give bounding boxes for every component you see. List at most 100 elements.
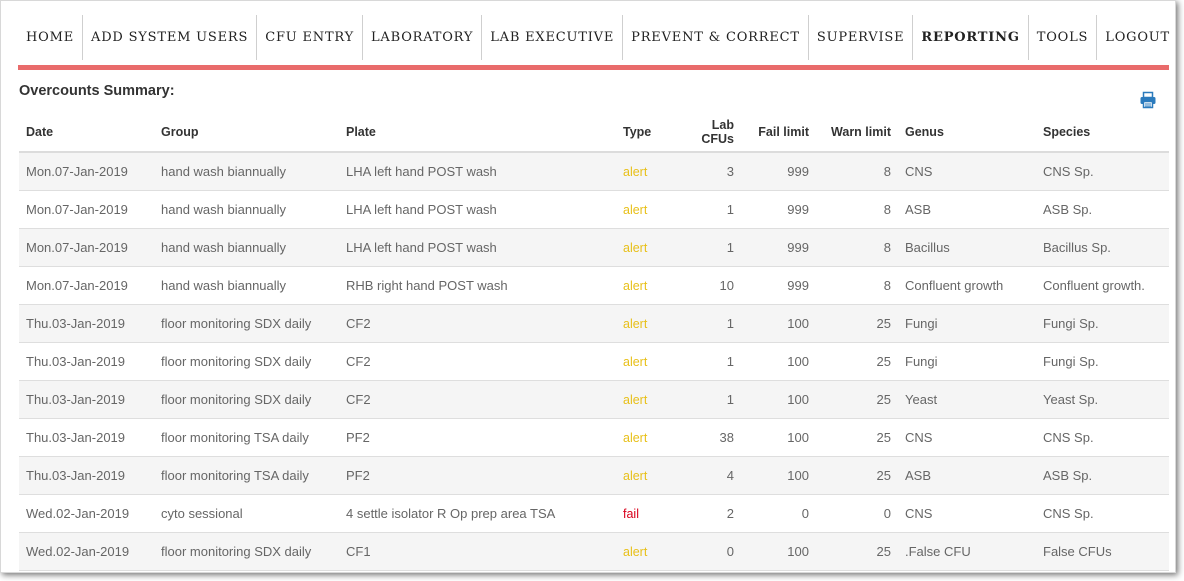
cell-lab-cfus: 1 — [671, 342, 741, 381]
nav-item-laboratory[interactable]: LABORATORY — [363, 15, 483, 60]
cell-warn-limit: 25 — [816, 380, 898, 419]
col-header-genus[interactable]: Genus — [898, 113, 1036, 153]
cell-fail-limit: 100 — [741, 380, 816, 419]
cell-genus: Fungi — [898, 304, 1036, 343]
cell-genus: Fungi — [898, 342, 1036, 381]
cell-fail-limit: 100 — [741, 342, 816, 381]
nav-item-prevent-correct[interactable]: PREVENT & CORRECT — [623, 15, 809, 60]
table-row[interactable]: Mon.07-Jan-2019 hand wash biannually LHA l… — [19, 228, 1169, 267]
cell-date: Mon.07-Jan-2019 — [19, 266, 154, 305]
cell-fail-limit: 100 — [741, 532, 816, 571]
cell-genus: CNS — [898, 494, 1036, 533]
cell-type: alert — [616, 342, 671, 381]
table-row[interactable]: Wed.02-Jan-2019 floor monitoring SDX dail… — [19, 532, 1169, 571]
cell-group: floor monitoring SDX daily — [154, 532, 339, 571]
cell-fail-limit: 100 — [741, 418, 816, 457]
cell-fail-limit: 999 — [741, 266, 816, 305]
cell-date: Thu.03-Jan-2019 — [19, 380, 154, 419]
cell-date: Mon.07-Jan-2019 — [19, 152, 154, 191]
col-header-date[interactable]: Date — [19, 113, 154, 153]
table-row[interactable]: Mon.07-Jan-2019 hand wash biannually RHB r… — [19, 266, 1169, 305]
cell-date: Wed.02-Jan-2019 — [19, 532, 154, 571]
cell-species: CNS Sp. — [1036, 418, 1169, 457]
cell-date: Wed.02-Jan-2019 — [19, 494, 154, 533]
cell-group: floor monitoring SDX daily — [154, 380, 339, 419]
col-header-group[interactable]: Group — [154, 113, 339, 153]
col-header-species[interactable]: Species — [1036, 113, 1169, 153]
table-row[interactable]: Mon.07-Jan-2019 hand wash biannually LHA l… — [19, 190, 1169, 229]
cell-type: alert — [616, 266, 671, 305]
nav-item-reporting[interactable]: REPORTING — [913, 15, 1029, 60]
nav-item-add-system-users[interactable]: ADD SYSTEM USERS — [83, 15, 258, 60]
cell-plate: CF1 — [339, 532, 616, 571]
cell-species: CNS Sp. — [1036, 152, 1169, 191]
cell-fail-limit: 999 — [741, 152, 816, 191]
col-header-type[interactable]: Type — [616, 113, 671, 153]
cell-plate: CF2 — [339, 342, 616, 381]
cell-type: alert — [616, 228, 671, 267]
cell-species: Confluent growth. — [1036, 266, 1169, 305]
cell-genus: Bacillus — [898, 228, 1036, 267]
cell-lab-cfus: 2 — [671, 494, 741, 533]
cell-genus: CNS — [898, 418, 1036, 457]
table-row[interactable]: Thu.03-Jan-2019 floor monitoring TSA dail… — [19, 456, 1169, 495]
cell-genus: ASB — [898, 456, 1036, 495]
cell-group: floor monitoring SDX daily — [154, 342, 339, 381]
table-row[interactable]: Thu.03-Jan-2019 floor monitoring SDX dail… — [19, 304, 1169, 343]
cell-genus: Confluent growth — [898, 266, 1036, 305]
cell-species: Yeast Sp. — [1036, 380, 1169, 419]
cell-genus: .False CFU — [898, 532, 1036, 571]
cell-group: hand wash biannually — [154, 190, 339, 229]
cell-date: Mon.07-Jan-2019 — [19, 190, 154, 229]
nav-item-tools[interactable]: TOOLS — [1029, 15, 1098, 60]
cell-fail-limit: 0 — [741, 494, 816, 533]
cell-fail-limit: 999 — [741, 190, 816, 229]
cell-species: False CFUs — [1036, 532, 1169, 571]
cell-warn-limit: 25 — [816, 304, 898, 343]
cell-fail-limit: 100 — [741, 456, 816, 495]
cell-type: fail — [616, 494, 671, 533]
cell-group: hand wash biannually — [154, 228, 339, 267]
cell-lab-cfus: 1 — [671, 380, 741, 419]
table-row[interactable]: Thu.03-Jan-2019 floor monitoring TSA dail… — [19, 418, 1169, 457]
cell-warn-limit: 25 — [816, 418, 898, 457]
nav-item-logout[interactable]: LOGOUT — [1105, 30, 1171, 45]
cell-type: alert — [616, 418, 671, 457]
app-window: HOME ADD SYSTEM USERS CFU ENTRY LABORATORY L… — [0, 0, 1176, 573]
print-icon[interactable] — [1139, 91, 1157, 109]
cell-lab-cfus: 38 — [671, 418, 741, 457]
cell-species: Fungi Sp. — [1036, 304, 1169, 343]
table-row[interactable]: Thu.03-Jan-2019 floor monitoring SDX dail… — [19, 342, 1169, 381]
cell-lab-cfus: 1 — [671, 304, 741, 343]
cell-genus: ASB — [898, 190, 1036, 229]
cell-plate: LHA left hand POST wash — [339, 190, 616, 229]
cell-species: Bacillus Sp. — [1036, 228, 1169, 267]
cell-group: hand wash biannually — [154, 152, 339, 191]
table-row[interactable]: Thu.03-Jan-2019 floor monitoring SDX dail… — [19, 380, 1169, 419]
nav-item-supervise[interactable]: SUPERVISE — [809, 15, 914, 60]
col-header-plate[interactable]: Plate — [339, 113, 616, 153]
cell-group: floor monitoring TSA daily — [154, 418, 339, 457]
cell-warn-limit: 25 — [816, 532, 898, 571]
cell-warn-limit: 25 — [816, 342, 898, 381]
nav-item-cfu-entry[interactable]: CFU ENTRY — [257, 15, 363, 60]
nav-item-home[interactable]: HOME — [18, 15, 83, 60]
cell-plate: CF2 — [339, 304, 616, 343]
cell-type: alert — [616, 190, 671, 229]
nav-item-lab-executive[interactable]: LAB EXECUTIVE — [482, 15, 624, 60]
page-title: Overcounts Summary: — [19, 83, 175, 99]
cell-plate: LHA left hand POST wash — [339, 152, 616, 191]
cell-group: floor monitoring SDX daily — [154, 304, 339, 343]
cell-lab-cfus: 4 — [671, 456, 741, 495]
cell-type: alert — [616, 304, 671, 343]
cell-date: Mon.07-Jan-2019 — [19, 228, 154, 267]
col-header-fail-limit[interactable]: Fail limit — [741, 113, 816, 153]
cell-group: cyto sessional — [154, 494, 339, 533]
col-header-lab-cfus[interactable]: Lab CFUs — [671, 113, 741, 153]
cell-warn-limit: 0 — [816, 494, 898, 533]
col-header-warn-limit[interactable]: Warn limit — [816, 113, 898, 153]
table-row[interactable]: Wed.02-Jan-2019 cyto sessional 4 settle is… — [19, 494, 1169, 533]
cell-type: alert — [616, 532, 671, 571]
cell-species: Fungi Sp. — [1036, 342, 1169, 381]
table-row[interactable]: Mon.07-Jan-2019 hand wash biannually LHA l… — [19, 152, 1169, 191]
